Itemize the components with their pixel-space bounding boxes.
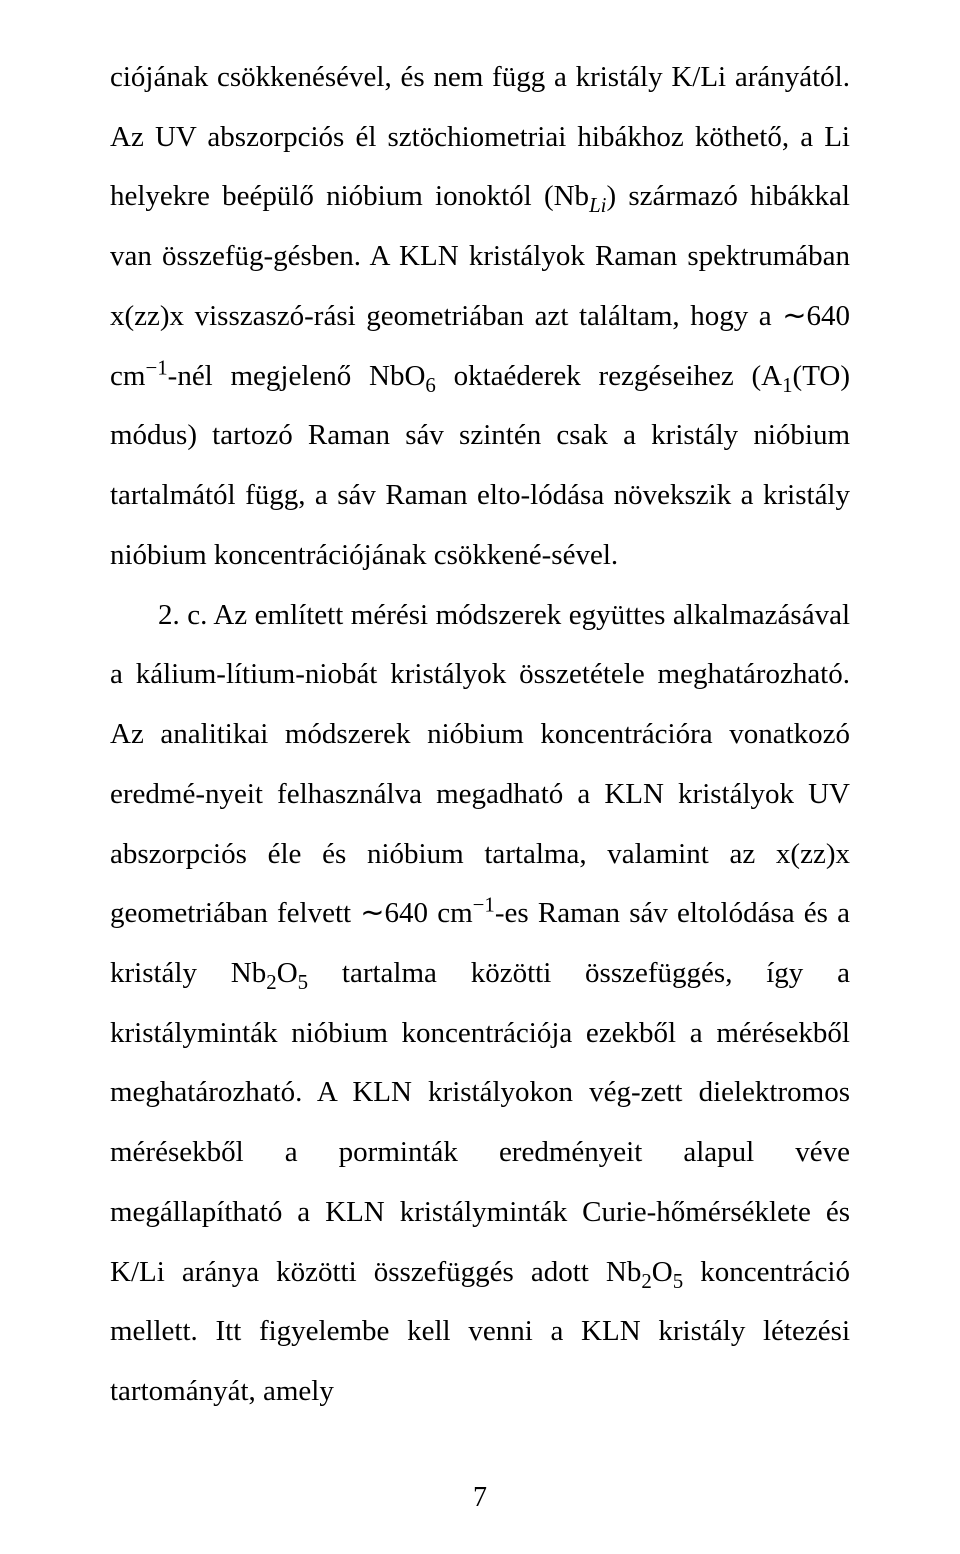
p2-text-d: tartalma közötti összefüggés, így a kris… [110, 957, 850, 1288]
p1-text-c: -nél megjelenő NbO [168, 360, 426, 392]
subscript-1a: 1 [782, 372, 792, 396]
p2-text-a: Az említett mérési módszerek együttes al… [110, 599, 850, 930]
p1-text-d: oktaéderek rezgéseihez (A [436, 360, 782, 392]
page-number: 7 [110, 1482, 850, 1514]
body-text: ciójának csökkenésével, és nem függ a kr… [110, 48, 850, 1422]
page: ciójának csökkenésével, és nem függ a kr… [0, 0, 960, 1554]
superscript-minus1-a: −1 [145, 355, 167, 379]
subscript-6: 6 [425, 372, 435, 396]
section-label: 2. c. [158, 599, 207, 631]
subscript-2a: 2 [266, 970, 276, 994]
subscript-5a: 5 [298, 970, 308, 994]
p2-text-e: O [652, 1256, 673, 1288]
subscript-2b: 2 [641, 1268, 651, 1292]
subscript-5b: 5 [673, 1268, 683, 1292]
superscript-minus1-b: −1 [473, 893, 495, 917]
p2-text-c: O [277, 957, 298, 989]
subscript-li: Li [589, 193, 606, 217]
paragraph-2: 2. c. Az említett mérési módszerek együt… [110, 586, 850, 1422]
